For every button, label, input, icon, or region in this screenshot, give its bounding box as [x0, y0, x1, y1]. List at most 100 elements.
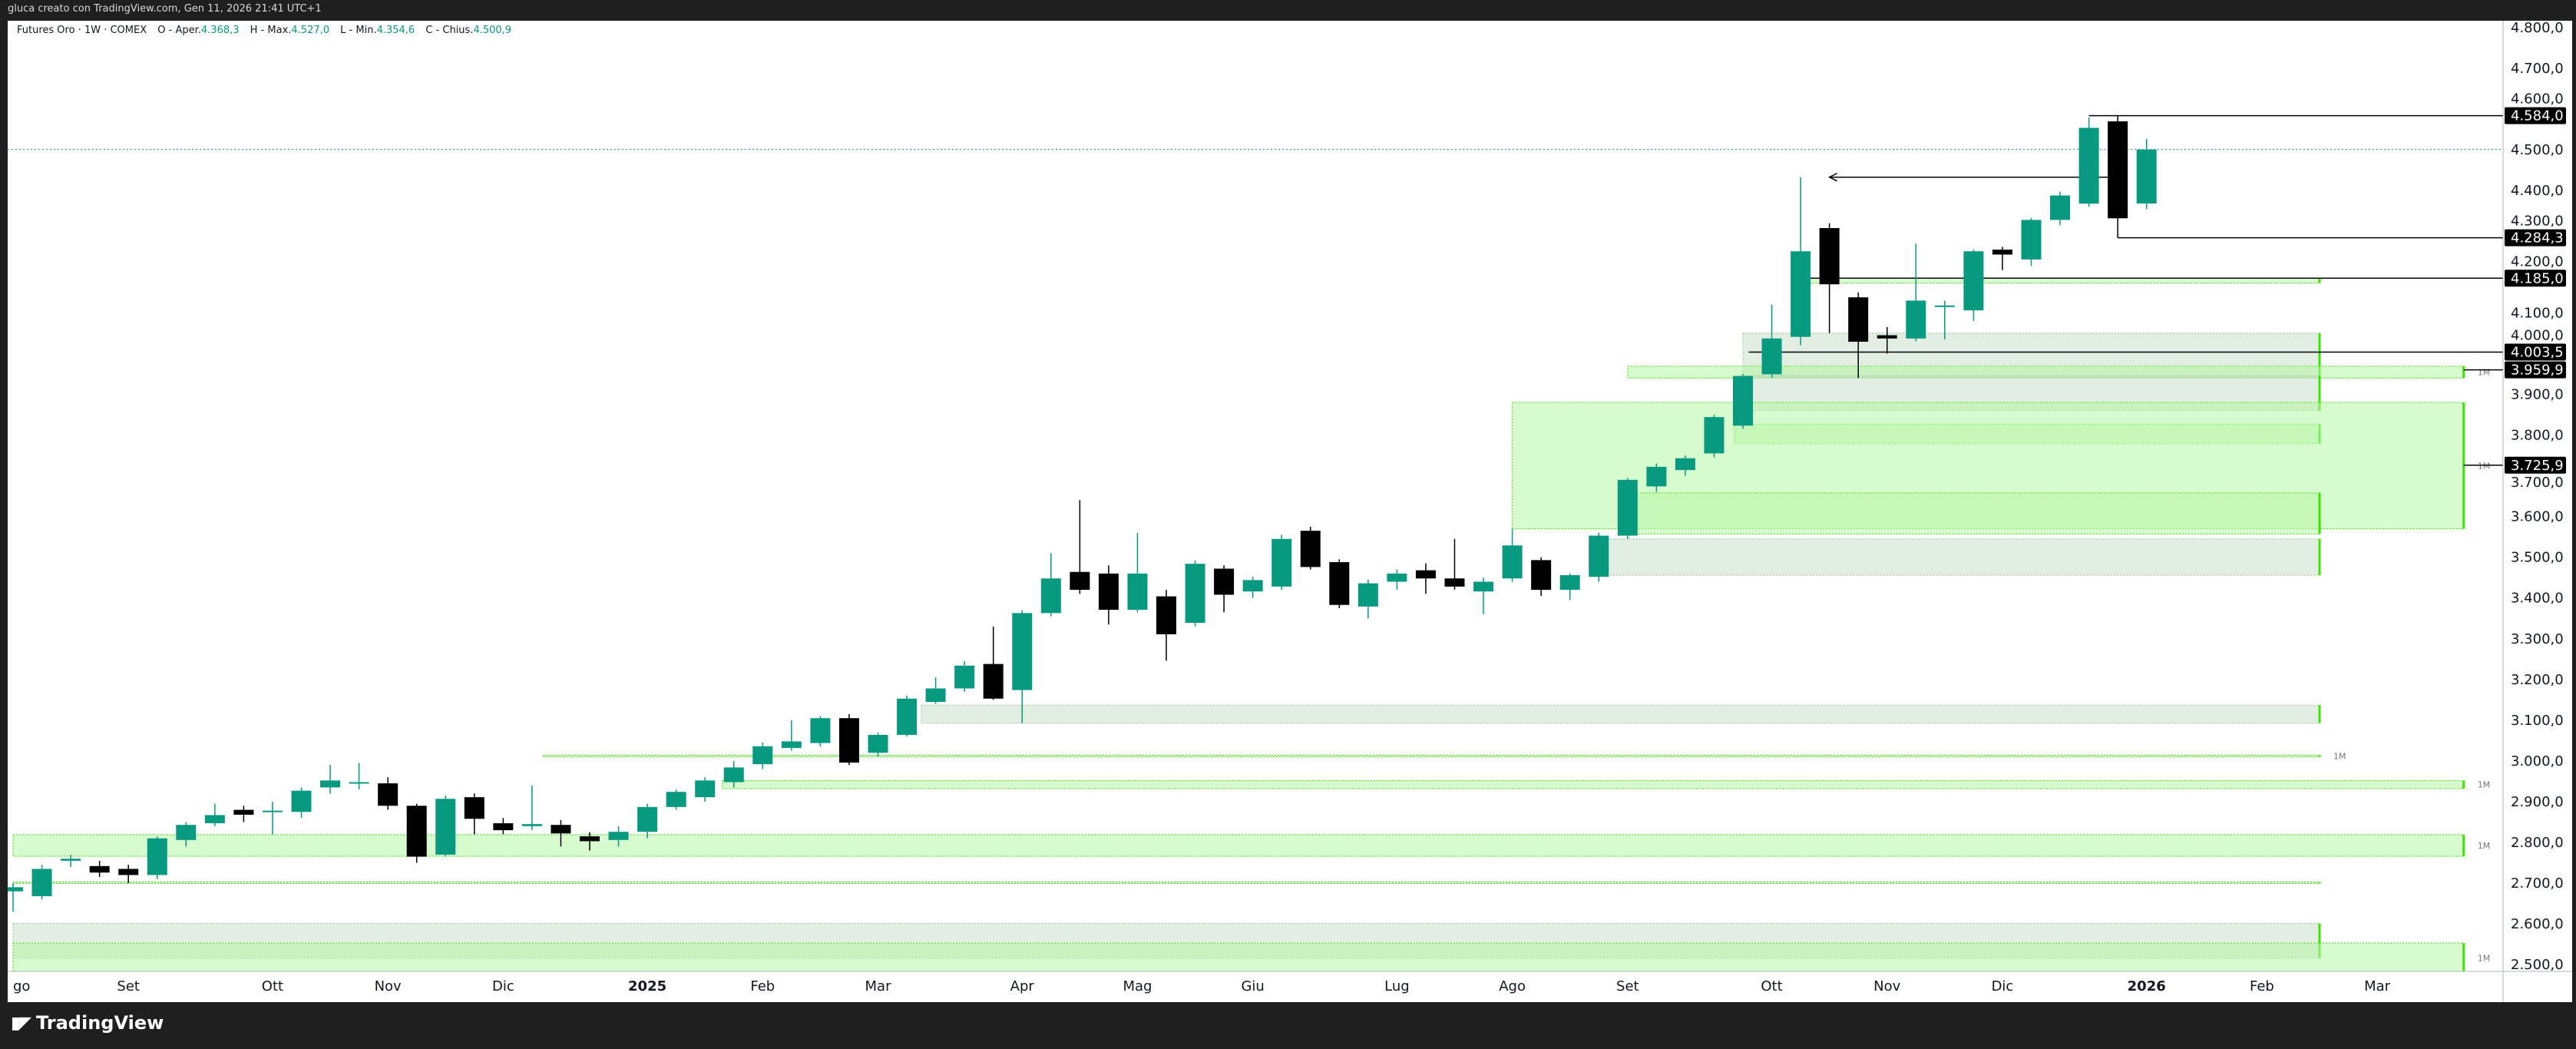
- candle: [723, 760, 744, 788]
- candle-body: [1185, 564, 1205, 624]
- price-level-badge: 3.725,9: [2505, 456, 2566, 474]
- time-tick-label: Apr: [1010, 978, 1035, 994]
- zone: [12, 881, 2321, 884]
- zone-rect: [12, 881, 2320, 884]
- plot-pane: 1M 1M 1M 1M 1M 1M: [8, 114, 2503, 971]
- zone-rect: [1800, 277, 2320, 284]
- zone: [1627, 492, 2321, 534]
- zone-timeframe-label: 1M: [2478, 368, 2491, 378]
- zone: [1598, 538, 2321, 576]
- candle-body: [204, 815, 225, 824]
- candle: [31, 865, 52, 900]
- price-level-badge: 4.185,0: [2505, 270, 2566, 287]
- candle: [2136, 138, 2157, 210]
- price-badge-bg: [2505, 456, 2566, 474]
- time-tick-label: Feb: [2250, 978, 2274, 994]
- time-tick-label: Set: [117, 978, 140, 994]
- arrow-head-icon: [1827, 173, 1837, 182]
- candle: [1761, 304, 1782, 379]
- candle-body: [1329, 562, 1350, 605]
- tradingview-logo-icon: ▮◤: [11, 1013, 31, 1033]
- candle: [1098, 565, 1119, 625]
- price-tick-label: 2.900,0: [2511, 794, 2564, 810]
- candle: [493, 818, 514, 835]
- candle: [1070, 500, 1090, 594]
- candle: [2108, 115, 2128, 238]
- candle-body: [1012, 613, 1033, 690]
- candle: [1012, 610, 1033, 723]
- zone-timeframe-label: 1M: [2478, 953, 2491, 963]
- candle: [89, 860, 110, 878]
- candle-body: [2021, 220, 2042, 260]
- price-tick-label: 3.100,0: [2511, 713, 2564, 729]
- candle-body: [1271, 538, 1292, 587]
- candle-body: [378, 783, 398, 806]
- candle: [810, 716, 831, 747]
- candle-body: [580, 836, 600, 842]
- candle: [1848, 292, 1869, 379]
- candle-body: [1502, 545, 1523, 579]
- candle: [1127, 532, 1148, 613]
- candle: [1906, 243, 1926, 342]
- candle-body: [1791, 251, 1811, 337]
- zone: [1800, 277, 2321, 284]
- time-tick-label: 2026: [2128, 978, 2166, 994]
- candle-body: [1848, 297, 1869, 342]
- candle-body: [89, 865, 110, 873]
- candle: [752, 743, 773, 769]
- candle: [1329, 559, 1350, 608]
- time-tick-label: Ott: [262, 978, 283, 994]
- price-tick-label: 4.100,0: [2511, 305, 2564, 321]
- price-tick-label: 2.800,0: [2511, 835, 2564, 851]
- price-tick-label: 4.200,0: [2511, 253, 2564, 270]
- candle: [1156, 590, 1176, 661]
- zone-rect: [12, 942, 2465, 971]
- price-tick-label: 4.500,0: [2511, 142, 2564, 158]
- candle-body: [1733, 376, 1753, 426]
- price-axis: [2503, 21, 2572, 971]
- price-badge-bg: [2505, 270, 2566, 287]
- candle: [954, 660, 975, 692]
- price-badge-bg: [2505, 229, 2566, 247]
- candle-body: [1357, 583, 1378, 607]
- candle-body: [1675, 458, 1695, 471]
- candle-body: [551, 825, 571, 834]
- candle: [118, 865, 139, 884]
- candle: [435, 795, 456, 857]
- candle-body: [1127, 573, 1148, 611]
- price-badge-label: 4.284,3: [2511, 230, 2564, 247]
- candle-body: [695, 780, 716, 798]
- candle-body: [262, 810, 283, 812]
- candle-body: [2136, 149, 2157, 204]
- candle: [551, 819, 571, 847]
- price-badge-label: 3.959,9: [2511, 362, 2564, 379]
- candle: [1675, 455, 1695, 476]
- time-tick-label: Dic: [492, 978, 514, 994]
- price-badge-bg: [2505, 343, 2566, 361]
- zone-rect: [543, 754, 2320, 758]
- candle-body: [1704, 417, 1724, 454]
- price-tick-label: 4.700,0: [2511, 61, 2564, 77]
- price-badge-label: 3.725,9: [2511, 458, 2564, 474]
- candle-body: [1617, 479, 1638, 536]
- price-tick-label: 3.800,0: [2511, 428, 2564, 444]
- candle-body: [320, 780, 341, 788]
- candle: [1242, 577, 1263, 598]
- candle-body: [925, 688, 946, 702]
- candle: [1271, 534, 1292, 591]
- candle-body: [1040, 578, 1061, 614]
- candle: [1589, 532, 1609, 582]
- symbol-title[interactable]: Futures Oro · 1W · COMEX: [17, 25, 147, 36]
- candle-body: [1761, 338, 1782, 375]
- time-tick-label: Lug: [1384, 978, 1410, 994]
- footer-brand: ▮◤ TradingView: [11, 1012, 164, 1034]
- candle: [1531, 557, 1552, 597]
- price-tick-label: 4.400,0: [2511, 183, 2564, 199]
- time-tick-label: Giu: [1241, 978, 1264, 994]
- candle-body: [1992, 250, 2012, 255]
- high-value: 4.527,0: [291, 25, 330, 36]
- candle: [204, 803, 225, 826]
- time-tick-label: Mag: [1123, 978, 1152, 994]
- candle: [897, 696, 918, 737]
